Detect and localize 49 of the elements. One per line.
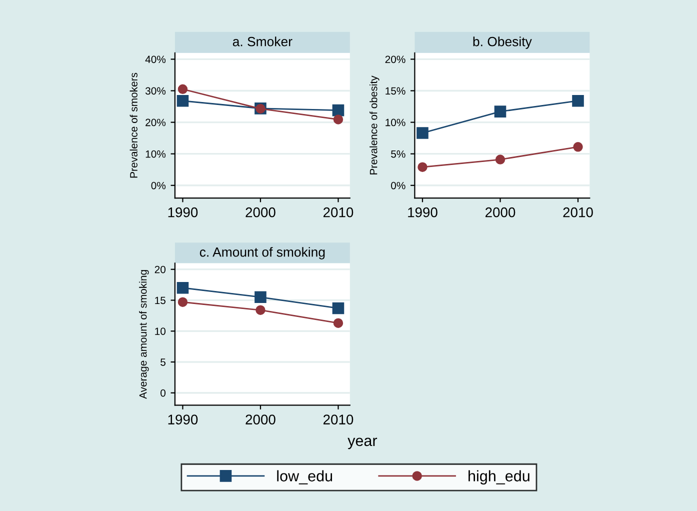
x-tick-label: 1990 xyxy=(408,207,438,218)
x-tick-label: 2010 xyxy=(323,414,354,424)
y-tick-label: 10% xyxy=(146,150,166,158)
x-tick-label: 2010 xyxy=(323,207,354,218)
point xyxy=(178,84,188,94)
point xyxy=(418,162,428,172)
x-tick-label: 2000 xyxy=(485,207,516,218)
point xyxy=(416,127,428,139)
y-tick-label: 0% xyxy=(391,182,406,190)
y-tick-label: 40% xyxy=(145,56,166,64)
point xyxy=(495,154,506,164)
point xyxy=(572,94,584,107)
y-tick-label: 20% xyxy=(146,118,166,126)
legend-label: low_edu xyxy=(277,470,332,484)
point xyxy=(332,302,344,314)
chart-title: c. Amount of smoking xyxy=(200,247,325,260)
chart-title: b. Obesity xyxy=(473,36,532,49)
point xyxy=(254,291,266,304)
y-tick-label: 10 xyxy=(155,328,166,335)
y-axis-title: Prevalence of obesity xyxy=(370,76,380,174)
y-tick-label: 0% xyxy=(151,182,166,190)
x-axis-title: year xyxy=(348,438,378,450)
x-tick-label: 1990 xyxy=(168,414,198,424)
point xyxy=(176,282,189,294)
y-tick-label: 15 xyxy=(155,296,166,304)
y-tick-label: 5 xyxy=(160,358,166,366)
point xyxy=(176,94,189,107)
y-axis-title: Prevalence of smokers xyxy=(130,72,138,178)
y-axis-title: Average amount of smoking xyxy=(139,270,149,399)
y-tick-label: 5% xyxy=(391,150,406,158)
chart-title: a. Smoker xyxy=(232,36,292,46)
point xyxy=(573,142,583,152)
x-tick-label: 2000 xyxy=(246,207,276,218)
legend-label: high_edu xyxy=(468,470,530,484)
point xyxy=(178,297,188,307)
y-tick-label: 30% xyxy=(145,87,166,95)
point xyxy=(333,114,344,124)
y-tick-label: 20 xyxy=(154,266,166,274)
x-tick-label: 2000 xyxy=(246,414,276,424)
point xyxy=(256,305,266,315)
y-tick-label: 20% xyxy=(385,56,406,64)
point xyxy=(333,318,344,328)
y-tick-label: 0 xyxy=(160,389,166,397)
x-tick-label: 2010 xyxy=(563,207,593,218)
x-tick-label: 1990 xyxy=(168,207,198,218)
point xyxy=(332,104,344,116)
y-tick-label: 15% xyxy=(386,87,406,95)
y-tick-label: 10% xyxy=(386,118,406,126)
point xyxy=(494,106,506,118)
